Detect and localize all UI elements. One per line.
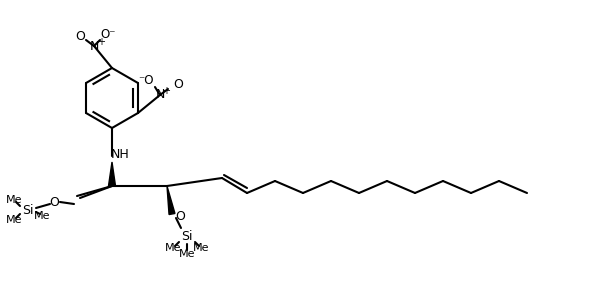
Text: Si: Si (181, 230, 193, 242)
Text: O: O (49, 196, 59, 208)
Text: ⁻O: ⁻O (138, 74, 154, 88)
Text: N: N (155, 88, 165, 102)
Text: Me: Me (34, 211, 50, 221)
Text: O⁻: O⁻ (100, 27, 116, 41)
Text: Me: Me (6, 215, 22, 225)
Text: NH: NH (111, 147, 129, 161)
Text: Me: Me (193, 243, 209, 253)
Text: +: + (162, 86, 170, 96)
Text: O: O (173, 79, 183, 91)
Polygon shape (109, 162, 115, 186)
Polygon shape (167, 186, 175, 215)
Text: +: + (97, 37, 105, 47)
Text: N: N (89, 39, 98, 53)
Text: Me: Me (165, 243, 181, 253)
Text: O: O (75, 29, 85, 43)
Text: Si: Si (22, 204, 34, 216)
Text: O: O (175, 209, 185, 223)
Text: Me: Me (6, 195, 22, 205)
Text: Me: Me (179, 249, 195, 259)
